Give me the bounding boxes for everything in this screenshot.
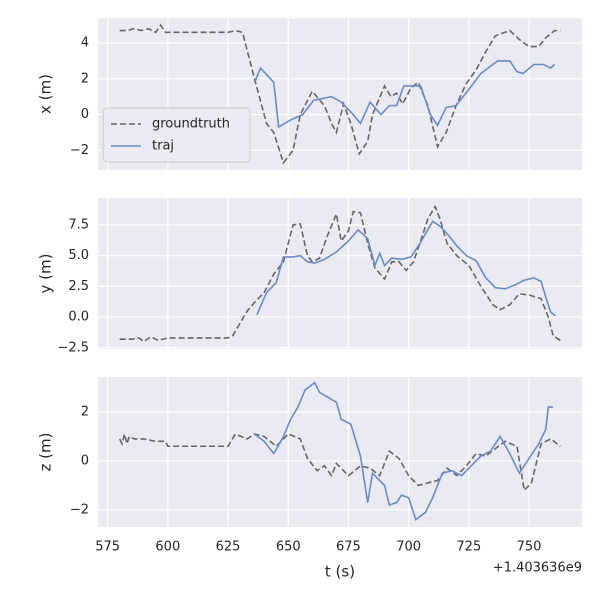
data-line	[119, 204, 561, 343]
y-tick-label: 2	[81, 71, 89, 86]
x-tick-label: 750	[517, 540, 542, 555]
data-line	[254, 381, 554, 521]
y-axis-label: y (m)	[37, 254, 55, 294]
data-line	[119, 23, 561, 165]
y-tick-label: −2	[70, 502, 89, 517]
x-tick-label: 625	[216, 540, 241, 555]
plot-area	[98, 377, 582, 527]
legend-box	[102, 107, 251, 163]
x-tick-label: 725	[456, 540, 481, 555]
y-tick-label: 2	[81, 404, 89, 419]
y-tick-label: 4	[81, 36, 89, 51]
legend-label: traj	[152, 139, 174, 154]
x-tick-label: 650	[276, 540, 301, 555]
y-tick-label: −2	[70, 143, 89, 158]
y-axis-label: z (m)	[37, 433, 55, 472]
x-tick-label: 575	[95, 540, 120, 555]
y-tick-label: −2.5	[57, 340, 89, 355]
y-axis-label: x (m)	[37, 74, 55, 114]
x-tick-label: 600	[155, 540, 180, 555]
y-tick-label: 5.0	[68, 248, 89, 263]
legend-label: groundtruth	[152, 117, 230, 132]
data-line	[253, 60, 556, 129]
x-tick-label: 700	[396, 540, 421, 555]
plot-area	[98, 198, 582, 349]
y-tick-label: 0	[81, 453, 89, 468]
y-tick-label: 0.0	[68, 310, 89, 325]
data-line	[118, 433, 561, 492]
y-tick-label: 7.5	[68, 218, 89, 233]
y-tick-label: 0	[81, 107, 89, 122]
x-offset-label: +1.403636e9	[493, 561, 582, 576]
y-tick-label: 2.5	[68, 279, 89, 294]
x-tick-label: 675	[336, 540, 361, 555]
x-axis-label: t (s)	[325, 563, 355, 581]
data-line	[256, 220, 556, 317]
